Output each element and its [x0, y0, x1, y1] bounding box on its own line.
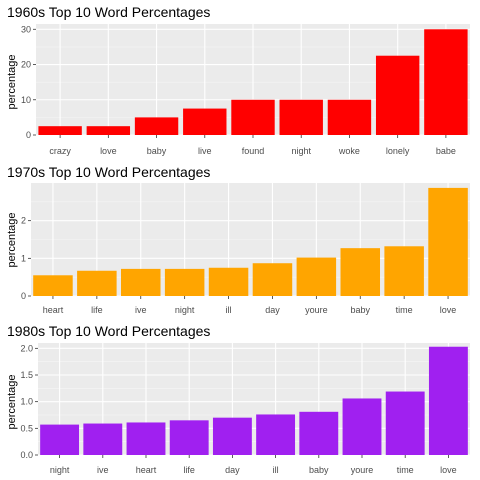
- x-tick-label: ive: [135, 305, 147, 315]
- x-tick-label: heart: [43, 305, 64, 315]
- bar-crazy: [38, 126, 82, 135]
- y-tick-label: 1: [21, 253, 26, 263]
- bar-found: [231, 99, 275, 135]
- x-tick-label: found: [242, 146, 265, 156]
- y-axis-label: percentage: [6, 54, 18, 109]
- bar-ive: [83, 423, 123, 455]
- bar-heart: [33, 275, 73, 296]
- x-tick-label: babe: [436, 146, 456, 156]
- x-tick-label: life: [183, 465, 195, 475]
- y-tick-label: 20: [21, 60, 31, 70]
- bar-live: [183, 108, 227, 135]
- bar-time: [384, 246, 424, 296]
- bar-baby: [299, 411, 339, 455]
- x-tick-label: ill: [273, 465, 279, 475]
- bar-youre: [296, 257, 337, 296]
- bar-woke: [327, 99, 372, 135]
- x-tick-label: love: [440, 305, 457, 315]
- y-tick-label: 2.0: [20, 343, 33, 353]
- x-tick-label: night: [50, 465, 70, 475]
- x-tick-label: baby: [350, 305, 370, 315]
- y-tick-label: 1.5: [20, 370, 33, 380]
- x-tick-label: love: [440, 465, 457, 475]
- x-tick-label: live: [198, 146, 212, 156]
- bar-night: [279, 99, 323, 135]
- bar-youre: [342, 398, 382, 455]
- chart-title: 1970s Top 10 Word Percentages: [7, 164, 210, 180]
- x-tick-label: woke: [338, 146, 360, 156]
- bar-love: [86, 126, 131, 135]
- y-tick-label: 1.0: [20, 397, 33, 407]
- bar-day: [212, 417, 252, 455]
- x-tick-label: ill: [226, 305, 232, 315]
- x-tick-label: youre: [351, 465, 374, 475]
- bar-ill: [208, 267, 249, 296]
- chart-title: 1980s Top 10 Word Percentages: [7, 323, 210, 339]
- x-tick-label: ive: [97, 465, 109, 475]
- chart-title: 1960s Top 10 Word Percentages: [7, 4, 210, 20]
- y-tick-label: 30: [21, 24, 31, 34]
- y-tick-label: 0: [21, 291, 26, 301]
- x-tick-label: night: [291, 146, 311, 156]
- bar-love: [428, 346, 468, 455]
- y-axis-label: percentage: [6, 212, 18, 267]
- x-tick-label: time: [397, 465, 414, 475]
- bar-ive: [120, 268, 161, 296]
- y-tick-label: 10: [21, 95, 31, 105]
- y-tick-label: 0.5: [20, 423, 33, 433]
- chart-panel-2: 1970s Top 10 Word Percentages 0 1 2 heart lif…: [6, 164, 470, 315]
- x-tick-label: lonely: [386, 146, 410, 156]
- x-tick-label: night: [175, 305, 195, 315]
- y-tick-label: 2: [21, 216, 26, 226]
- x-tick-label: life: [91, 305, 103, 315]
- bar-night: [40, 424, 80, 455]
- bar-baby: [134, 117, 179, 135]
- bar-lonely: [375, 55, 420, 135]
- bar-life: [77, 270, 117, 296]
- chart-panel-3: 1980s Top 10 Word Percentages 0.0 0.5 1.0 1.…: [6, 323, 470, 475]
- bar-baby: [340, 248, 381, 296]
- x-tick-label: crazy: [49, 146, 71, 156]
- bar-night: [164, 268, 205, 296]
- bar-love: [428, 187, 468, 296]
- bar-heart: [126, 422, 166, 455]
- x-tick-label: baby: [309, 465, 329, 475]
- bar-ill: [256, 414, 296, 455]
- y-tick-label: 0: [26, 130, 31, 140]
- x-tick-label: love: [100, 146, 117, 156]
- bar-life: [169, 420, 209, 455]
- y-tick-label: 0.0: [20, 450, 33, 460]
- y-axis-label: percentage: [6, 374, 18, 429]
- bar-day: [252, 263, 293, 296]
- bar-time: [385, 391, 425, 455]
- x-tick-label: day: [265, 305, 280, 315]
- x-tick-label: day: [225, 465, 240, 475]
- x-tick-label: youre: [305, 305, 328, 315]
- bar-babe: [424, 29, 468, 136]
- x-tick-label: time: [396, 305, 413, 315]
- x-tick-label: heart: [136, 465, 157, 475]
- chart-panel-1: 1960s Top 10 Word Percentages 0 10 20 30 craz…: [6, 4, 470, 156]
- x-tick-label: baby: [147, 146, 167, 156]
